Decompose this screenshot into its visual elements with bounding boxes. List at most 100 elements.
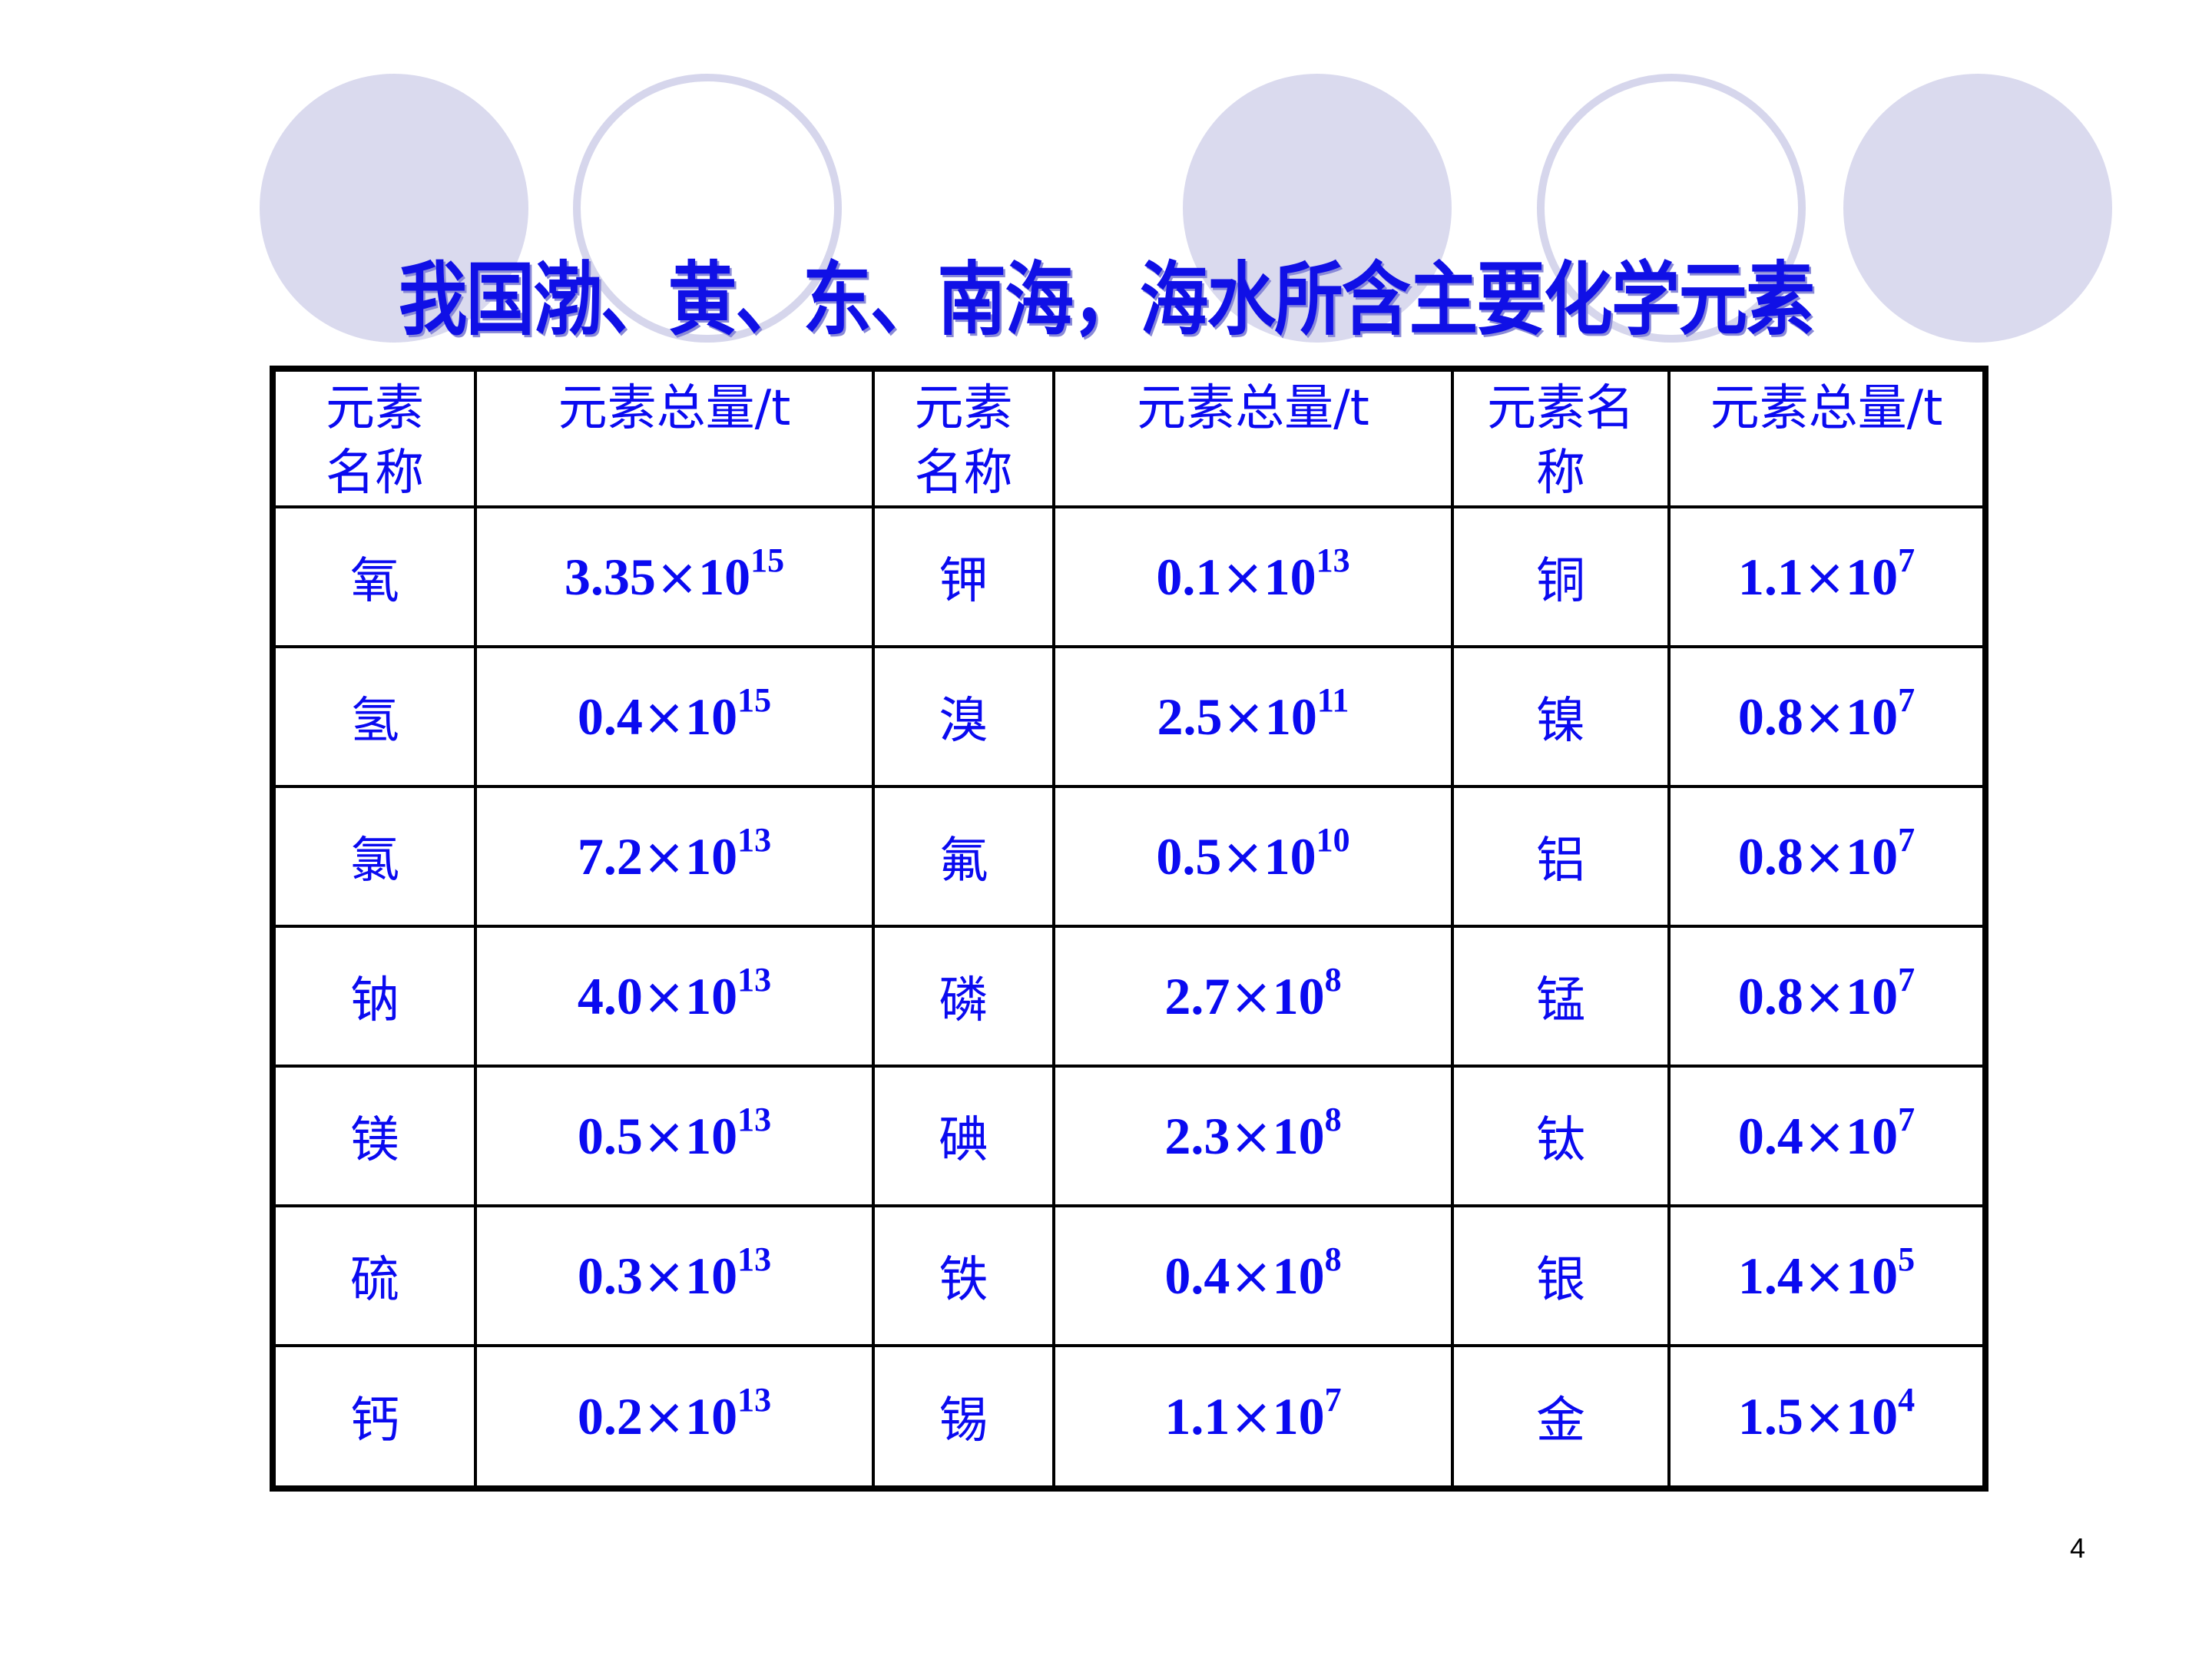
element-amount: 2.7×108 — [1052, 925, 1454, 1068]
element-name: 氟 — [872, 785, 1055, 929]
times-sign: × — [642, 1246, 686, 1306]
table-row: 氢 0.4×1015 溴 2.5×1011 镍 0.8×107 — [271, 645, 1987, 789]
column-header: 元素总量/t — [1667, 367, 1987, 508]
element-amount: 0.5×1013 — [474, 1065, 875, 1208]
page-number: 4 — [2070, 1532, 2086, 1564]
element-amount: 0.4×107 — [1667, 1065, 1987, 1208]
column-header: 元素名称 — [872, 367, 1055, 508]
times-sign: × — [1230, 1386, 1273, 1446]
times-sign: × — [655, 547, 699, 607]
element-amount: 0.8×107 — [1667, 645, 1987, 789]
base: 10 — [685, 966, 738, 1025]
element-name: 金 — [1451, 1344, 1671, 1490]
decorative-circle — [1183, 74, 1452, 343]
element-amount: 1.5×104 — [1667, 1344, 1987, 1490]
mantissa: 7.2 — [577, 826, 643, 886]
column-header: 元素总量/t — [474, 367, 875, 508]
column-header: 元素总量/t — [1052, 367, 1454, 508]
element-name: 钠 — [271, 925, 477, 1068]
exponent: 13 — [737, 960, 772, 998]
decorative-circle — [1537, 74, 1806, 343]
exponent: 7 — [1898, 680, 1916, 719]
times-sign: × — [642, 1386, 686, 1446]
elements-table: 元素名称 元素总量/t 元素名称 元素总量/t 元素名称 元素总量/t 氧 3.35×101… — [270, 366, 1988, 1492]
column-header: 元素名称 — [271, 367, 477, 508]
element-name: 铜 — [1451, 505, 1671, 649]
mantissa: 0.2 — [577, 1386, 643, 1445]
base: 10 — [1846, 1106, 1899, 1165]
times-sign: × — [1803, 1386, 1846, 1446]
base: 10 — [1846, 1386, 1899, 1445]
base: 10 — [1846, 547, 1899, 606]
times-sign: × — [642, 687, 686, 747]
base: 10 — [685, 826, 738, 886]
element-name: 钾 — [872, 505, 1055, 649]
base: 10 — [685, 1106, 738, 1165]
mantissa: 0.8 — [1737, 966, 1803, 1025]
slide-title: 我国渤、黄、东、南海，海水所含主要化学元素 — [398, 253, 1815, 346]
times-sign: × — [642, 966, 686, 1026]
table-header-row: 元素名称 元素总量/t 元素名称 元素总量/t 元素名称 元素总量/t — [271, 367, 1987, 508]
exponent: 13 — [737, 820, 772, 859]
base: 10 — [1272, 1106, 1325, 1165]
mantissa: 0.4 — [1737, 1106, 1803, 1165]
element-amount: 7.2×1013 — [474, 785, 875, 929]
exponent: 13 — [737, 1380, 772, 1419]
exponent: 11 — [1316, 680, 1349, 719]
times-sign: × — [1803, 1246, 1846, 1306]
exponent: 7 — [1898, 541, 1916, 579]
times-sign: × — [1803, 687, 1846, 747]
element-amount: 0.4×108 — [1052, 1204, 1454, 1348]
exponent: 10 — [1316, 820, 1350, 859]
element-amount: 2.3×108 — [1052, 1065, 1454, 1208]
exponent: 13 — [737, 1240, 772, 1278]
exponent: 13 — [737, 1100, 772, 1138]
exponent: 7 — [1324, 1380, 1342, 1419]
column-header: 元素名称 — [1451, 367, 1671, 508]
mantissa: 1.1 — [1164, 1386, 1230, 1445]
element-name: 镍 — [1451, 645, 1671, 789]
base: 10 — [1272, 966, 1325, 1025]
mantissa: 2.3 — [1164, 1106, 1230, 1165]
mantissa: 0.1 — [1156, 547, 1222, 606]
exponent: 8 — [1324, 1100, 1342, 1138]
mantissa: 0.5 — [1156, 826, 1222, 886]
exponent: 5 — [1898, 1240, 1916, 1278]
exponent: 13 — [1316, 541, 1350, 579]
base: 10 — [1846, 1246, 1899, 1305]
base: 10 — [1846, 966, 1899, 1025]
times-sign: × — [1803, 826, 1846, 886]
element-name: 铁 — [872, 1204, 1055, 1348]
mantissa: 1.5 — [1737, 1386, 1803, 1445]
table-row: 钙 0.2×1013 锡 1.1×107 金 1.5×104 — [271, 1344, 1987, 1490]
base: 10 — [1846, 687, 1899, 746]
exponent: 7 — [1898, 960, 1916, 998]
element-name: 硫 — [271, 1204, 477, 1348]
base: 10 — [1264, 687, 1317, 746]
times-sign: × — [1803, 966, 1846, 1026]
element-amount: 0.1×1013 — [1052, 505, 1454, 649]
mantissa: 4.0 — [577, 966, 643, 1025]
element-name: 氧 — [271, 505, 477, 649]
element-amount: 0.8×107 — [1667, 785, 1987, 929]
times-sign: × — [642, 1106, 686, 1166]
element-name: 溴 — [872, 645, 1055, 789]
base: 10 — [1263, 547, 1316, 606]
element-amount: 1.1×107 — [1667, 505, 1987, 649]
times-sign: × — [1221, 547, 1264, 607]
element-name: 银 — [1451, 1204, 1671, 1348]
base: 10 — [698, 547, 751, 606]
mantissa: 0.5 — [577, 1106, 643, 1165]
decorative-circle — [260, 74, 528, 343]
element-amount: 2.5×1011 — [1052, 645, 1454, 789]
exponent: 8 — [1324, 960, 1342, 998]
table-row: 硫 0.3×1013 铁 0.4×108 银 1.4×105 — [271, 1204, 1987, 1348]
times-sign: × — [1803, 1106, 1846, 1166]
mantissa: 0.8 — [1737, 687, 1803, 746]
times-sign: × — [1230, 1246, 1273, 1306]
mantissa: 2.5 — [1157, 687, 1223, 746]
table-row: 钠 4.0×1013 磷 2.7×108 锰 0.8×107 — [271, 925, 1987, 1068]
exponent: 4 — [1898, 1380, 1916, 1419]
exponent: 8 — [1324, 1240, 1342, 1278]
base: 10 — [1272, 1246, 1325, 1305]
